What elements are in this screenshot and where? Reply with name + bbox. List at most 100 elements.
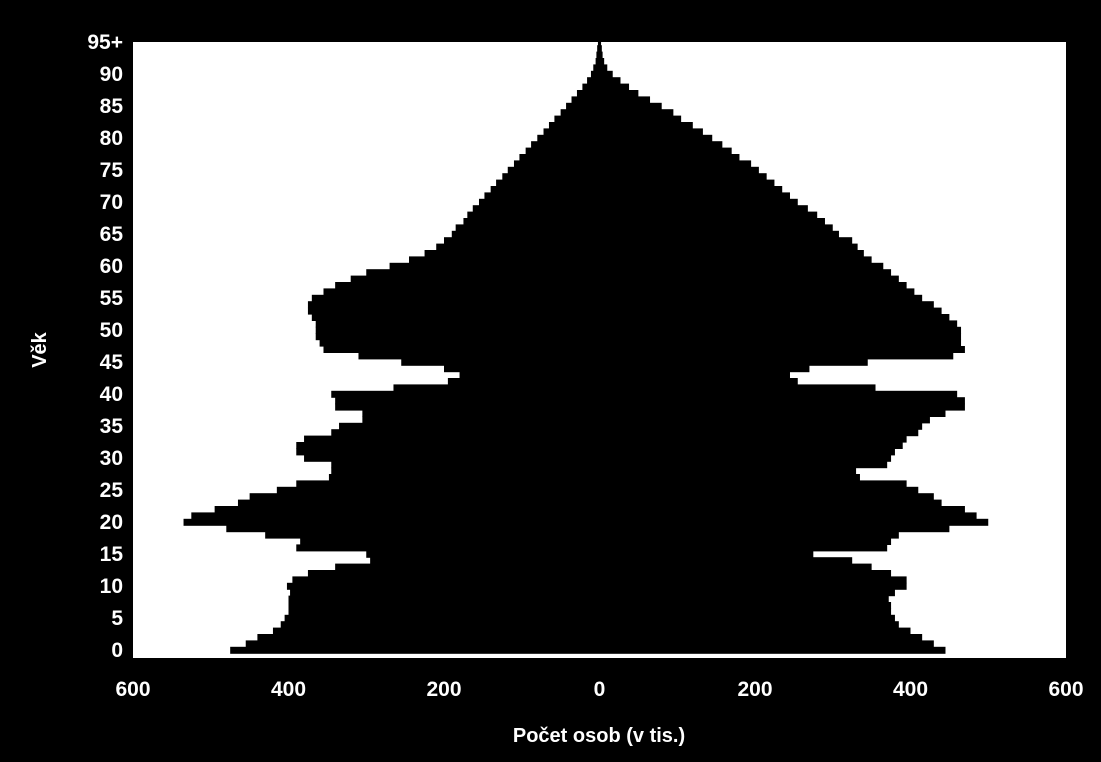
bar-left-age-45 <box>401 358 600 366</box>
bar-left-age-26 <box>296 480 600 488</box>
bar-right-age-20 <box>599 518 989 526</box>
y-tick-label: 95+ <box>87 31 123 54</box>
bar-right-age-38 <box>599 403 965 411</box>
bar-right-age-19 <box>599 525 950 533</box>
bar-right-age-94 <box>599 45 602 53</box>
bar-right-age-60 <box>599 262 884 270</box>
bar-left-age-86 <box>571 96 600 104</box>
bar-left-age-63 <box>436 243 600 251</box>
bar-right-age-64 <box>599 237 853 245</box>
bar-right-age-93 <box>599 51 603 59</box>
bar-left-age-20 <box>183 518 600 526</box>
bar-left-age-48 <box>319 339 600 347</box>
bar-left-age-81 <box>543 128 600 136</box>
y-tick-label: 55 <box>100 287 124 310</box>
bar-right-age-24 <box>599 493 934 501</box>
y-tick-label: 10 <box>100 575 123 598</box>
bar-left-age-8 <box>288 595 600 603</box>
y-tick-label: 40 <box>100 383 123 406</box>
bar-right-age-83 <box>599 115 682 123</box>
bar-right-age-4 <box>599 621 899 629</box>
y-tick-label: 5 <box>111 607 123 630</box>
x-tick-label: 200 <box>737 678 772 701</box>
bar-right-age-44 <box>599 365 810 373</box>
y-tick-label: 25 <box>100 479 124 502</box>
bar-left-age-77 <box>519 154 600 161</box>
y-tick-label: 0 <box>111 639 123 662</box>
bar-left-age-67 <box>463 218 600 225</box>
y-tick-label: 30 <box>100 447 123 470</box>
bar-left-age-87 <box>576 90 600 97</box>
bar-left-age-82 <box>548 122 600 129</box>
y-tick-label: 80 <box>100 127 123 150</box>
bar-left-age-85 <box>566 102 600 110</box>
bar-left-age-41 <box>393 384 600 392</box>
bar-left-age-51 <box>315 320 600 328</box>
bar-left-age-60 <box>389 262 600 270</box>
bar-left-age-19 <box>226 525 600 533</box>
bar-left-age-58 <box>350 275 600 283</box>
x-tick-label: 600 <box>1048 678 1083 701</box>
bar-left-age-84 <box>560 109 600 117</box>
bar-left-age-92 <box>595 58 600 65</box>
bars-group <box>183 42 989 654</box>
y-tick-label: 85 <box>100 95 124 118</box>
x-tick-label: 600 <box>115 678 150 701</box>
bar-left-age-15 <box>366 550 600 558</box>
bar-left-age-31 <box>296 448 600 456</box>
bar-left-age-13 <box>335 563 600 571</box>
bar-left-age-17 <box>300 538 600 545</box>
bar-right-age-82 <box>599 122 693 129</box>
bar-left-age-37 <box>362 410 600 417</box>
bar-right-age-42 <box>599 378 798 385</box>
bar-right-age-15 <box>599 550 814 558</box>
bar-left-age-27 <box>328 474 600 481</box>
bar-left-age-76 <box>513 160 600 168</box>
bar-right-age-63 <box>599 243 858 251</box>
bar-right-age-86 <box>599 96 651 104</box>
bar-right-age-84 <box>599 109 674 117</box>
bar-left-age-12 <box>307 570 600 577</box>
bar-right-age-59 <box>599 269 892 277</box>
bar-right-age-40 <box>599 390 958 398</box>
bar-left-age-25 <box>276 486 600 494</box>
bar-left-age-7 <box>288 602 600 609</box>
bar-right-age-52 <box>599 314 950 321</box>
bar-left-age-70 <box>478 198 600 206</box>
bar-left-age-72 <box>490 186 600 193</box>
bar-left-age-5 <box>284 614 600 622</box>
bar-right-age-65 <box>599 230 839 238</box>
bar-left-age-54 <box>307 301 600 309</box>
bar-right-age-75 <box>599 166 759 174</box>
bar-left-age-49 <box>315 333 600 341</box>
bar-left-age-4 <box>280 621 600 629</box>
bar-right-age-92 <box>599 58 605 65</box>
x-tick-label: 400 <box>893 678 928 701</box>
bar-right-age-32 <box>599 442 903 449</box>
bar-left-age-6 <box>288 608 600 616</box>
bar-right-age-45 <box>599 358 868 366</box>
bar-right-age-54 <box>599 301 934 309</box>
bar-right-age-39 <box>599 397 965 405</box>
y-tick-labels: 0 5 10 15 20 25 30 35 40 45 50 55 60 65 70 75 80 85 90 95+ <box>87 31 123 662</box>
bar-right-age-16 <box>599 544 888 552</box>
bar-right-age-80 <box>599 134 713 142</box>
bar-right-age-34 <box>599 429 919 437</box>
bar-right-age-36 <box>599 416 930 424</box>
x-tick-label: 200 <box>426 678 461 701</box>
bar-right-age-31 <box>599 448 895 456</box>
y-tick-label: 65 <box>100 223 124 246</box>
bar-right-age-46 <box>599 352 954 360</box>
bar-right-age-10 <box>599 582 907 590</box>
y-tick-label: 45 <box>100 351 124 374</box>
bar-left-age-74 <box>502 173 600 181</box>
bar-right-age-68 <box>599 211 818 219</box>
y-tick-label: 15 <box>100 543 124 566</box>
bar-right-age-77 <box>599 154 740 161</box>
bar-right-age-74 <box>599 173 767 181</box>
bar-left-age-1 <box>245 640 600 648</box>
bar-right-age-33 <box>599 435 907 443</box>
y-tick-label: 60 <box>100 255 123 278</box>
bar-right-age-79 <box>599 141 723 149</box>
